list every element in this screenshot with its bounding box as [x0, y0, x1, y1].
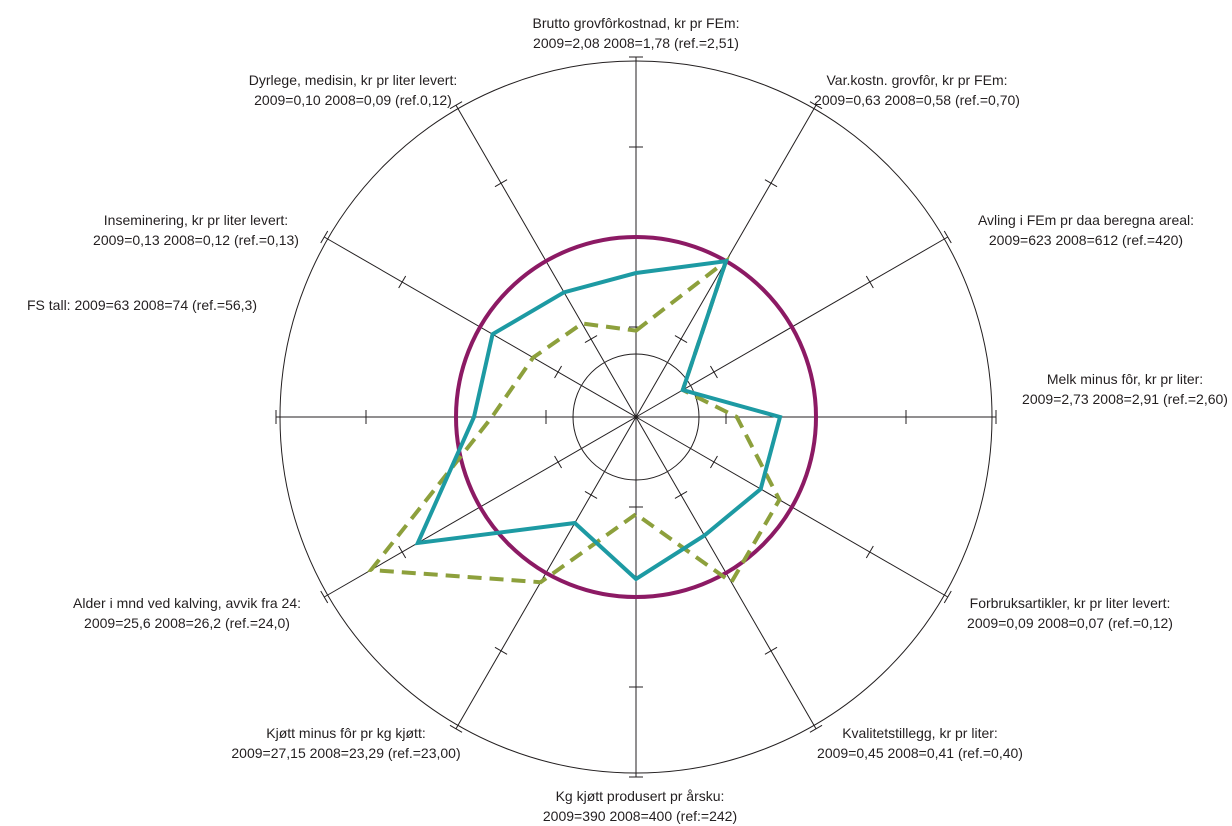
axis-tick: [494, 646, 508, 655]
axis-label-fs-tall: FS tall: 2009=63 2008=74 (ref.=56,3): [27, 297, 257, 313]
axis-label-inseminering: Inseminering, kr pr liter levert: 2009=0,…: [93, 212, 299, 248]
axis-label-forbruksartikler: Forbruksartikler, kr pr liter levert: 200…: [967, 595, 1173, 631]
axis-tick: [584, 335, 598, 343]
axis-end-tick: [320, 590, 329, 604]
radar-grid: [275, 56, 997, 778]
axis-tick: [764, 179, 778, 188]
reference-circle: [454, 235, 818, 599]
axis-tick: [710, 365, 718, 379]
series-2009-polygon: [414, 258, 783, 582]
axis-tick: [398, 275, 407, 289]
axis-end-tick: [449, 101, 463, 110]
axis-label-alder-kalving: Alder i mnd ved kalving, avvik fra 24: 20…: [73, 595, 301, 631]
axis-end-tick: [320, 230, 329, 244]
axis-end-tick: [809, 724, 823, 733]
axis-tick: [494, 179, 508, 188]
axis-tick: [865, 545, 874, 559]
axis-label-kvalitetstillegg: Kvalitetstillegg, kr pr liter: 2009=0,45 …: [817, 725, 1023, 761]
axis-tick: [398, 545, 407, 559]
axis-tick: [865, 275, 874, 289]
axis-tick: [710, 455, 718, 469]
axis-label-avling: Avling i FEm pr daa beregna areal: 2009=6…: [977, 212, 1195, 248]
axis-label-melk-minus-for: Melk minus fôr, kr pr liter: 2009=2,73 20…: [1022, 371, 1228, 407]
axis-label-kg-kjott: Kg kjøtt produsert pr årsku: 2009=390 200…: [542, 788, 738, 824]
axis-label-dyrlege-medisin: Dyrlege, medisin, kr pr liter levert: 200…: [248, 72, 458, 108]
axis-end-tick: [943, 590, 952, 604]
axis-label-kjott-minus-for: Kjøtt minus fôr pr kg kjøtt: 2009=27,15 2…: [231, 725, 461, 761]
axis-end-tick: [943, 230, 952, 244]
axis-tick: [554, 365, 562, 379]
axis-end-tick: [449, 724, 463, 733]
axis-end-tick: [809, 101, 823, 110]
axis-label-brutto-grovforkostnad: Brutto grovfôrkostnad, kr pr FEm: 2009=2,…: [532, 15, 740, 51]
axis-label-var-kostn-grovfor: Var.kostn. grovfôr, kr pr FEm: 2009=0,63 …: [814, 72, 1020, 108]
axis-tick: [584, 491, 598, 499]
axis-tick: [674, 491, 688, 499]
radar-series: [367, 255, 783, 586]
axis-tick: [764, 646, 778, 655]
axis-tick: [674, 335, 688, 343]
axis-tick: [554, 455, 562, 469]
series-2008-polygon: [367, 255, 782, 586]
